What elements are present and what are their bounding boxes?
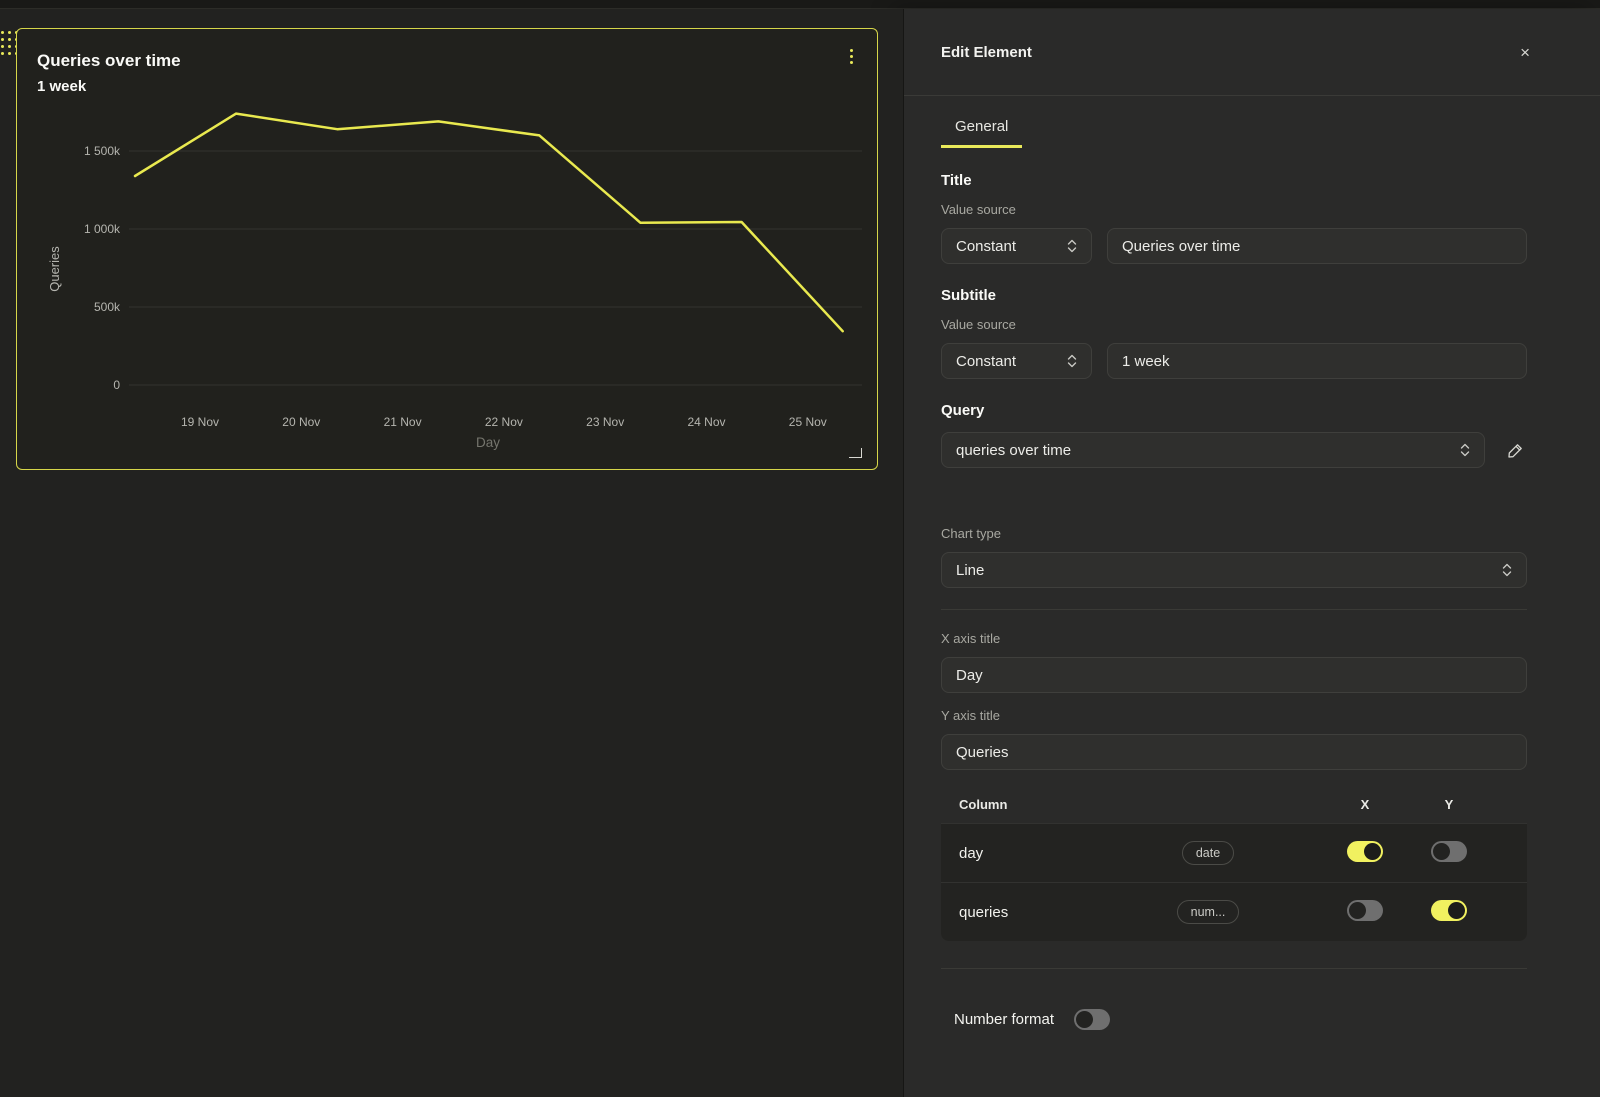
queries-x-toggle[interactable] <box>1347 899 1383 921</box>
columns-table: Column X Y day date queries nu <box>941 786 1527 941</box>
y-tick-label: 500k <box>94 300 121 314</box>
x-tick-label: 25 Nov <box>789 415 827 429</box>
main-area: 0 500k 1 000k 1 500k 19 Nov 20 Nov 21 Nov 22 No… <box>0 9 1600 1097</box>
edit-element-panel: Edit Element × General Title Value sourc… <box>903 9 1600 1097</box>
close-icon[interactable]: × <box>1520 42 1530 62</box>
queries-y-toggle[interactable] <box>1431 899 1467 921</box>
y-axis-title-input[interactable]: Queries <box>941 734 1527 770</box>
pencil-icon <box>1507 443 1522 458</box>
x-header: X <box>1360 797 1370 812</box>
y-axis-title: Queries <box>47 246 62 292</box>
section-divider <box>941 968 1527 969</box>
x-axis-title-input[interactable]: Day <box>941 657 1527 693</box>
y-axis-title-label: Y axis title <box>941 708 1001 723</box>
type-badge: num... <box>1176 900 1240 924</box>
query-section-label: Query <box>941 402 985 419</box>
y-tick-label: 0 <box>113 378 120 392</box>
columns-table-header: Column X Y <box>941 786 1527 823</box>
subtitle-source-select[interactable]: Constant <box>941 343 1092 379</box>
x-axis-title-label: X axis title <box>941 631 1001 646</box>
y-tick-label: 1 000k <box>84 222 121 236</box>
resize-handle[interactable] <box>849 448 862 458</box>
x-axis-title: Day <box>476 435 500 450</box>
edit-query-button[interactable] <box>1503 438 1527 462</box>
table-row-day: day date <box>941 823 1527 882</box>
x-tick-label: 21 Nov <box>384 415 422 429</box>
subtitle-value-input[interactable]: 1 week <box>1107 343 1527 379</box>
tab-general[interactable]: General <box>941 96 1023 148</box>
panel-tabs: General <box>904 96 1600 148</box>
column-name: day <box>959 844 984 862</box>
section-divider <box>941 609 1527 610</box>
y-tick-label: 1 500k <box>84 144 121 158</box>
chart-title: Queries over time <box>37 51 181 70</box>
x-tick-label: 22 Nov <box>485 415 523 429</box>
panel-header: Edit Element × <box>904 9 1600 96</box>
chart-type-label: Chart type <box>941 526 1001 541</box>
day-y-toggle[interactable] <box>1431 840 1467 862</box>
dashboard-canvas: 0 500k 1 000k 1 500k 19 Nov 20 Nov 21 Nov 22 No… <box>0 9 903 1097</box>
chart-type-select[interactable]: Line <box>941 552 1527 588</box>
title-source-select[interactable]: Constant <box>941 228 1092 264</box>
number-format-toggle[interactable] <box>1074 1009 1111 1030</box>
chart-card[interactable]: 0 500k 1 000k 1 500k 19 Nov 20 Nov 21 Nov 22 No… <box>16 28 878 470</box>
x-tick-label: 19 Nov <box>181 415 219 429</box>
chevron-updown-icon <box>1067 354 1077 368</box>
top-bar <box>0 0 1600 9</box>
day-x-toggle[interactable] <box>1347 840 1383 862</box>
title-value-input[interactable]: Queries over time <box>1107 228 1527 264</box>
title-section-label: Title <box>941 172 972 189</box>
title-value-source-label: Value source <box>941 202 1016 217</box>
line-chart: 0 500k 1 000k 1 500k 19 Nov 20 Nov 21 Nov 22 No… <box>17 29 877 469</box>
column-name: queries <box>959 903 1009 921</box>
subtitle-value-source-label: Value source <box>941 317 1016 332</box>
type-badge: date <box>1181 841 1235 865</box>
column-header: Column <box>959 797 1008 812</box>
panel-body: Title Value source Constant Queries over… <box>904 148 1600 1070</box>
number-format-label: Number format <box>954 1011 1055 1028</box>
x-tick-label: 23 Nov <box>586 415 624 429</box>
subtitle-section-label: Subtitle <box>941 287 996 304</box>
chart-subtitle: 1 week <box>37 78 87 95</box>
chevron-updown-icon <box>1502 563 1512 577</box>
chevron-updown-icon <box>1460 443 1470 457</box>
chart-line-series <box>133 112 844 333</box>
chevron-updown-icon <box>1067 239 1077 253</box>
x-tick-label: 20 Nov <box>282 415 320 429</box>
query-select[interactable]: queries over time <box>941 432 1485 468</box>
panel-title: Edit Element <box>941 43 1032 61</box>
y-header: Y <box>1444 797 1454 812</box>
number-format-row: Number format <box>941 1009 1527 1030</box>
x-tick-label: 24 Nov <box>687 415 725 429</box>
table-row-queries: queries num... <box>941 882 1527 941</box>
kebab-menu-icon[interactable] <box>843 45 859 67</box>
